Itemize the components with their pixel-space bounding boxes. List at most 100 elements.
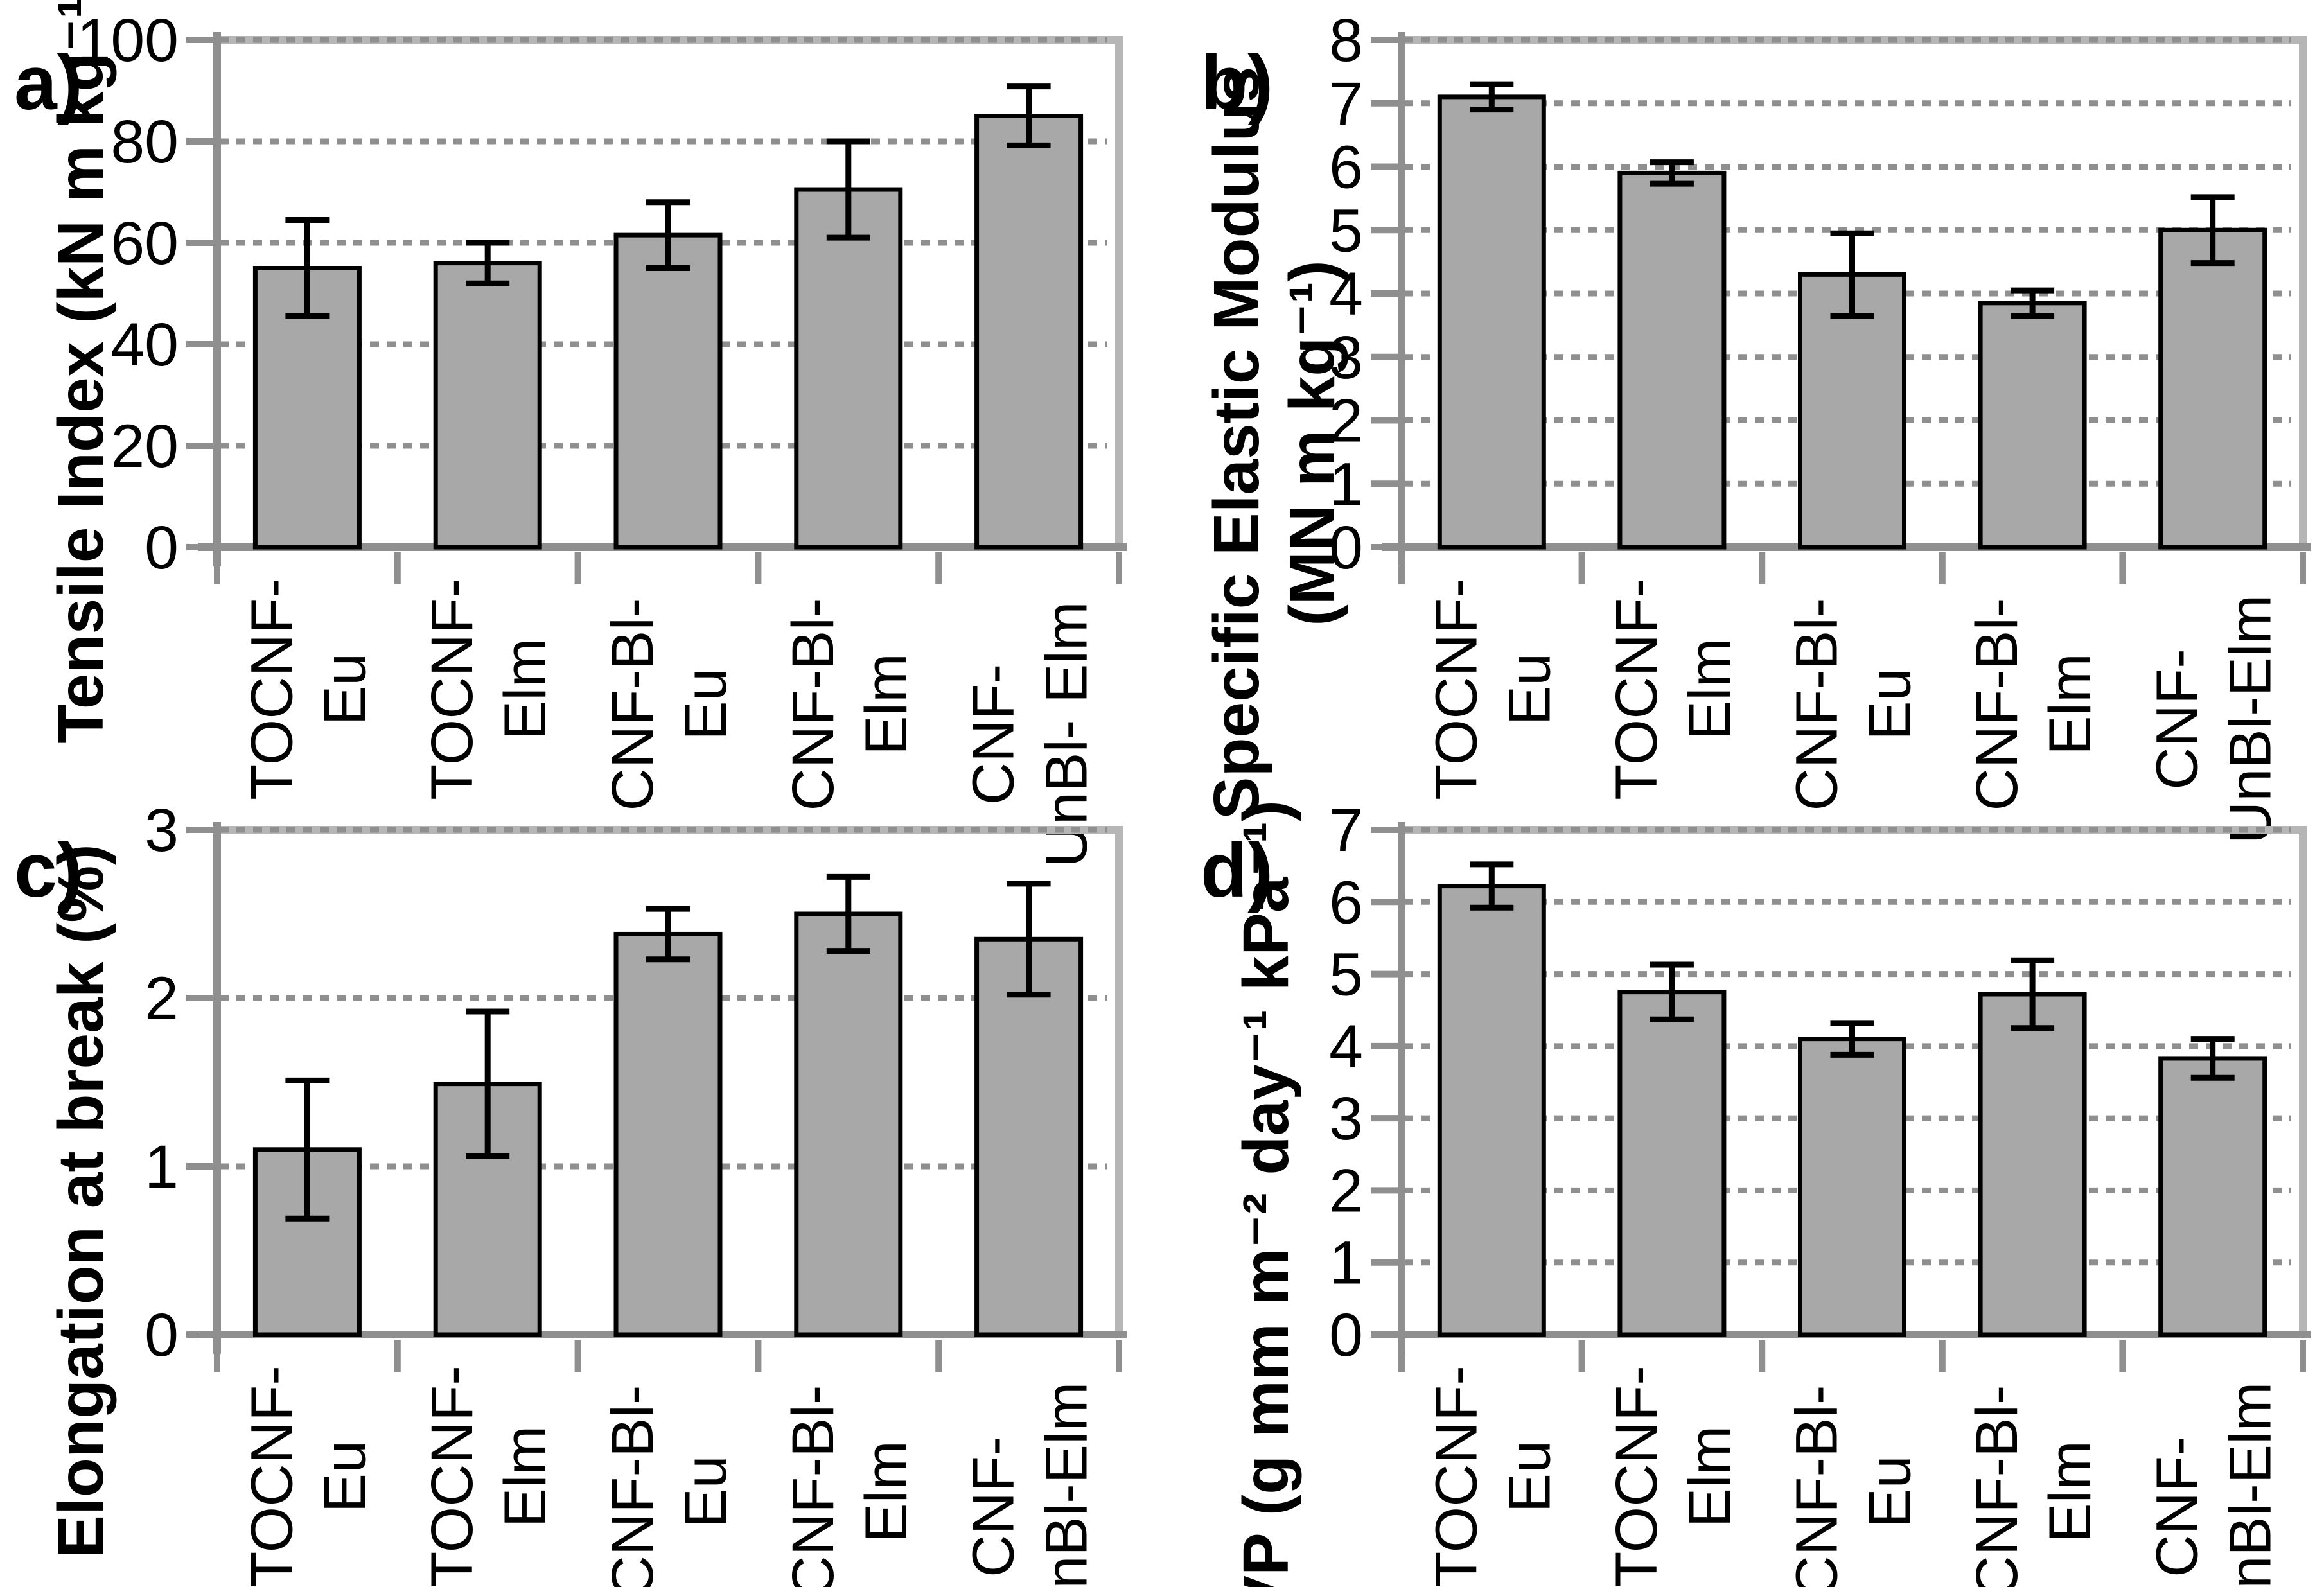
category-label-CNF-Bl-Elm: CNF-Bl- Elm: [1964, 597, 2103, 811]
category-label-line: CNF-Bl-: [1964, 1385, 2030, 1587]
category-label-line: Elm: [1677, 1426, 1743, 1527]
category-label-line: CNF-Bl-: [1784, 1385, 1850, 1587]
category-label-line: TOCNF-: [239, 578, 304, 800]
category-label-line: Elm: [854, 653, 919, 755]
category-label-TOCNF-Eu: TOCNF- Eu: [1423, 578, 1562, 800]
bar-TOCNF-Eu: [1437, 884, 1546, 1337]
y-tick-label: 1: [145, 1133, 179, 1201]
y-tick-label: 4: [1329, 1013, 1363, 1081]
panel-b-letter: b): [1201, 40, 1273, 126]
bar-CNF-Bl-Elm: [1978, 992, 2087, 1337]
y-tick-label: 7: [1329, 796, 1363, 864]
category-label-line: CNF-: [961, 1436, 1026, 1577]
category-label-line: TOCNF-: [419, 1365, 485, 1587]
category-label-CNF-Bl-Eu: CNF-Bl- Eu: [600, 597, 739, 811]
y-tick-label: 4: [1329, 260, 1363, 328]
panel-c-y-axis-title: Elongation at break (%): [45, 844, 117, 1557]
y-tick-label: 3: [1329, 1085, 1363, 1153]
category-label-CNF-UnBl-Elm: CNF- UnBl-Elm: [2145, 1382, 2284, 1587]
y-tick-label: 0: [145, 514, 179, 582]
y-tick-label: 2: [145, 965, 179, 1033]
bar-TOCNF-Elm: [433, 261, 542, 550]
bar-CNF-UnBl-Elm: [2158, 1056, 2267, 1337]
panel-d-letter: d): [1201, 827, 1273, 913]
category-label-TOCNF-Elm: TOCNF- Elm: [1604, 578, 1743, 800]
category-label-TOCNF-Eu: TOCNF- Eu: [239, 578, 378, 800]
bar-CNF-Bl-Elm: [794, 911, 903, 1337]
y-tick-label: 6: [1329, 134, 1363, 202]
category-label-line: CNF-Bl-: [1784, 597, 1850, 811]
category-label-line: Eu: [1497, 1441, 1562, 1513]
bar-CNF-UnBl-Elm: [974, 936, 1084, 1337]
y-tick-label: 5: [1329, 941, 1363, 1009]
category-label-line: Eu: [1858, 668, 1923, 741]
y-tick-label: 7: [1329, 70, 1363, 138]
bar-CNF-Bl-Elm: [1978, 301, 2087, 550]
category-label-line: Eu: [312, 1441, 378, 1513]
panel-d-y-axis-title: WVP (g mm m⁻² day⁻¹ kPa⁻¹): [1230, 800, 1302, 1587]
panel-b-y-axis-title-line2: (MN m kg⁻¹): [1276, 260, 1348, 626]
category-label-line: CNF-: [961, 664, 1026, 805]
category-label-CNF-Bl-Eu: CNF-Bl- Eu: [1784, 1385, 1923, 1587]
category-label-line: Eu: [1497, 653, 1562, 726]
y-tick-label: 8: [1329, 6, 1363, 75]
bar-CNF-Bl-Eu: [1798, 1037, 1906, 1337]
category-label-CNF-Bl-Elm: CNF-Bl- Elm: [1964, 1385, 2103, 1587]
y-tick-label: 0: [1329, 514, 1363, 582]
category-label-line: Eu: [673, 668, 739, 741]
category-label-TOCNF-Eu: TOCNF- Eu: [239, 1365, 378, 1587]
category-label-line: UnBl- Elm: [1034, 601, 1100, 867]
y-tick-label: 1: [1329, 450, 1363, 518]
category-label-line: TOCNF-: [1423, 578, 1489, 800]
category-label-CNF-Bl-Elm: CNF-Bl- Elm: [780, 1385, 919, 1587]
category-label-CNF-UnBl- Elm: CNF- UnBl- Elm: [961, 601, 1100, 867]
category-label-TOCNF-Eu: TOCNF- Eu: [1423, 1365, 1562, 1587]
category-label-line: Elm: [2038, 653, 2103, 755]
bar-TOCNF-Elm: [1617, 990, 1727, 1337]
category-label-TOCNF-Elm: TOCNF- Elm: [419, 1365, 558, 1587]
panel-a-y-axis-title: Tensile Index (kN m kg⁻¹): [45, 0, 117, 744]
category-label-line: Elm: [493, 638, 558, 740]
y-tick-label: 40: [110, 311, 179, 379]
category-label-line: CNF-: [2145, 1436, 2210, 1577]
panel-a-letter: a): [14, 40, 83, 126]
category-label-line: UnBl-Elm: [2218, 1382, 2284, 1587]
bar-CNF-UnBl-Elm: [2158, 227, 2267, 550]
category-label-line: TOCNF-: [1604, 578, 1669, 800]
category-label-CNF-Bl-Elm: CNF-Bl- Elm: [780, 597, 919, 811]
y-tick-label: 2: [1329, 387, 1363, 455]
y-tick-label: 3: [1329, 324, 1363, 392]
bar-TOCNF-Elm: [1617, 170, 1727, 550]
y-tick-label: 6: [1329, 868, 1363, 936]
panel-b-y-axis-title-line1: Specific Elastic Modulus: [1201, 67, 1272, 820]
category-label-line: CNF-Bl-: [1964, 597, 2030, 811]
y-tick-label: 20: [110, 412, 179, 480]
category-label-line: Eu: [1858, 1455, 1923, 1528]
bar-CNF-Bl-Eu: [613, 232, 723, 550]
y-tick-label: 5: [1329, 197, 1363, 265]
category-label-CNF-UnBl-Elm: CNF- UnBl-Elm: [961, 1382, 1100, 1587]
category-label-line: CNF-Bl-: [780, 1385, 846, 1587]
y-tick-label: 0: [145, 1301, 179, 1369]
category-label-line: TOCNF-: [1604, 1365, 1669, 1587]
category-label-line: CNF-Bl-: [600, 1385, 665, 1587]
category-label-line: TOCNF-: [419, 578, 485, 800]
bar-CNF-UnBl- Elm: [974, 114, 1084, 550]
category-label-line: CNF-Bl-: [600, 597, 665, 811]
category-label-CNF-Bl-Eu: CNF-Bl- Eu: [1784, 597, 1923, 811]
category-label-line: Elm: [854, 1441, 919, 1542]
y-tick-label: 1: [1329, 1229, 1363, 1297]
category-label-line: Eu: [312, 653, 378, 726]
y-tick-label: 3: [145, 796, 179, 864]
category-label-TOCNF-Elm: TOCNF- Elm: [1604, 1365, 1743, 1587]
y-tick-label: 2: [1329, 1157, 1363, 1225]
category-label-line: Elm: [493, 1426, 558, 1527]
